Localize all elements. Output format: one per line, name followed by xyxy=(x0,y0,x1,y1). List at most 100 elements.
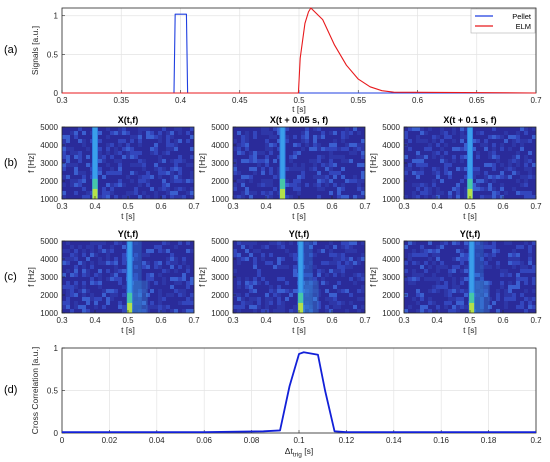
heatmap-cell xyxy=(448,293,452,297)
heatmap-cell xyxy=(122,261,126,265)
heatmap-cell xyxy=(476,131,480,135)
heatmap-cell xyxy=(110,273,114,277)
heatmap-cell xyxy=(436,265,440,269)
heatmap-cell xyxy=(122,147,126,151)
heatmap-cell xyxy=(146,179,150,183)
heatmap-cell xyxy=(265,163,269,167)
heatmap-cell xyxy=(134,187,138,191)
heatmap-cell xyxy=(134,301,138,305)
heatmap-cell xyxy=(361,253,365,257)
heatmap-cell xyxy=(241,159,245,163)
heatmap-cell xyxy=(138,301,142,305)
heatmap-cell xyxy=(110,131,114,135)
heatmap-cell xyxy=(162,297,166,301)
heatmap-cell xyxy=(345,265,349,269)
heatmap-cell xyxy=(452,309,456,313)
heatmap-cell xyxy=(82,265,86,269)
heatmap-cell xyxy=(520,261,524,265)
heatmap-cell xyxy=(102,261,106,265)
heatmap-cell xyxy=(528,301,532,305)
heatmap-cell xyxy=(134,241,138,245)
heatmap-cell xyxy=(357,147,361,151)
heatmap-cell xyxy=(289,183,293,187)
y-tick-label: 5000 xyxy=(40,237,58,246)
heatmap-cell xyxy=(325,179,329,183)
y-tick-label: 0.5 xyxy=(47,50,59,59)
heatmap-cell xyxy=(261,159,265,163)
x-tick-label: 0.02 xyxy=(102,436,118,445)
heatmap-cell xyxy=(142,289,146,293)
heatmap-cell xyxy=(74,249,78,253)
heatmap-cell xyxy=(416,151,420,155)
heatmap-cell xyxy=(66,305,70,309)
heatmap-cell xyxy=(289,195,293,199)
heatmap-cell xyxy=(74,163,78,167)
heatmap-cell xyxy=(114,273,118,277)
heatmap-cell xyxy=(190,155,194,159)
heatmap-cell xyxy=(182,293,186,297)
heatmap-cell xyxy=(520,269,524,273)
heatmap-cell xyxy=(118,179,122,183)
heatmap-cell xyxy=(257,273,261,277)
heatmap-cell xyxy=(190,249,194,253)
panel-title: Y(t,f) xyxy=(289,229,310,239)
heatmap-band-hot xyxy=(280,178,285,191)
heatmap-cell xyxy=(265,293,269,297)
heatmap-cell xyxy=(317,155,321,159)
heatmap-cell xyxy=(158,135,162,139)
heatmap-cell xyxy=(472,183,476,187)
heatmap-cell xyxy=(186,285,190,289)
heatmap-cell xyxy=(253,241,257,245)
heatmap-cell xyxy=(488,135,492,139)
heatmap-cell xyxy=(528,139,532,143)
heatmap-cell xyxy=(82,179,86,183)
heatmap-cell xyxy=(150,305,154,309)
heatmap-cell xyxy=(146,127,150,131)
heatmap-cell xyxy=(408,163,412,167)
heatmap-cell xyxy=(492,195,496,199)
heatmap-cell xyxy=(412,261,416,265)
heatmap-cell xyxy=(524,155,528,159)
heatmap-cell xyxy=(86,269,90,273)
heatmap-cell xyxy=(361,297,365,301)
heatmap-cell xyxy=(178,131,182,135)
heatmap-cell xyxy=(237,143,241,147)
heatmap-cell xyxy=(321,261,325,265)
heatmap-cell xyxy=(337,305,341,309)
heatmap-cell xyxy=(412,277,416,281)
heatmap-cell xyxy=(269,297,273,301)
heatmap-cell xyxy=(345,195,349,199)
heatmap-cell xyxy=(118,171,122,175)
heatmap-cell xyxy=(408,277,412,281)
heatmap-cell xyxy=(265,297,269,301)
x-axis-label: Δttrig [s] xyxy=(285,446,313,459)
heatmap-cell xyxy=(305,241,309,245)
heatmap-cell xyxy=(448,135,452,139)
heatmap-cell xyxy=(361,139,365,143)
heatmap-cell xyxy=(420,171,424,175)
heatmap-cell xyxy=(70,293,74,297)
heatmap-cell xyxy=(472,167,476,171)
axes-frame xyxy=(232,240,366,314)
panel-title: X(t,f) xyxy=(118,115,139,125)
heatmap-cell xyxy=(237,257,241,261)
heatmap-cell xyxy=(353,241,357,245)
heatmap-cell xyxy=(98,249,102,253)
heatmap-cell xyxy=(464,305,468,309)
heatmap-cell xyxy=(460,257,464,261)
heatmap-cell xyxy=(456,249,460,253)
heatmap-cell xyxy=(452,147,456,151)
heatmap-cell xyxy=(253,309,257,313)
heatmap-cell xyxy=(460,139,464,143)
heatmap-cell xyxy=(277,285,281,289)
heatmap-cell xyxy=(508,285,512,289)
heatmap-cell xyxy=(150,131,154,135)
heatmap-cell xyxy=(110,261,114,265)
heatmap-cell xyxy=(285,281,289,285)
heatmap-cell xyxy=(170,253,174,257)
heatmap-cell xyxy=(277,175,281,179)
heatmap-cell xyxy=(476,167,480,171)
heatmap-cell xyxy=(98,261,102,265)
heatmap-cell xyxy=(98,297,102,301)
heatmap-cell xyxy=(408,257,412,261)
